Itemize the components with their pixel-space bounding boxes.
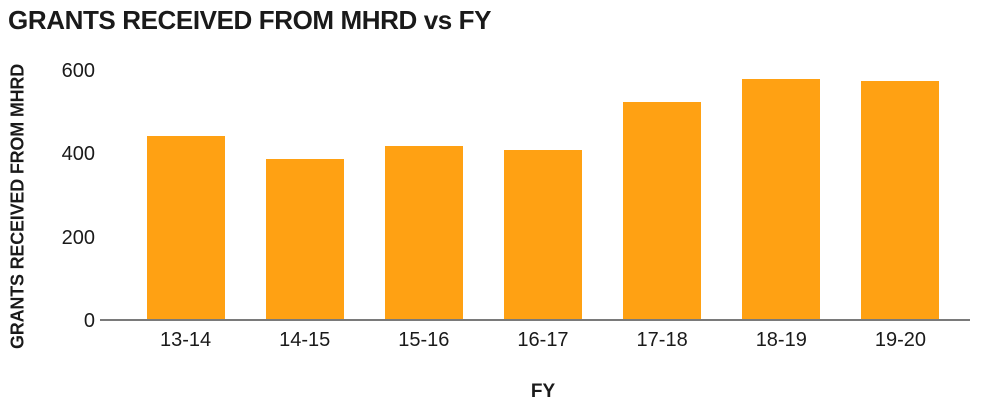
x-axis-title: FY: [530, 381, 556, 402]
bar-13-14: [146, 135, 225, 321]
x-tick-label: 17-18: [636, 329, 688, 351]
chart-title: GRANTS RECEIVED FROM MHRD vs FY: [8, 5, 492, 35]
bar-band: [603, 71, 722, 321]
x-axis-line: [100, 319, 970, 321]
x-axis-ticks: 13-14 14-15 15-16 16-17 17-18 18-19 19-20: [126, 329, 960, 351]
x-tick-label: 18-19: [755, 329, 807, 351]
bar-15-16: [384, 146, 463, 321]
bar-18-19: [742, 79, 821, 321]
bar-band: [126, 71, 245, 321]
bar-14-15: [265, 158, 344, 321]
bar-19-20: [861, 81, 940, 321]
x-tick-label: 13-14: [159, 329, 212, 351]
bar-band: [245, 71, 364, 321]
bar-band: [364, 71, 483, 321]
y-tick-label: 400: [61, 143, 95, 166]
bar-17-18: [623, 102, 702, 321]
x-tick-label: 19-20: [874, 329, 926, 351]
x-tick-label: 16-17: [517, 329, 569, 351]
x-tick-label: 14-15: [279, 329, 331, 351]
y-tick-label: 200: [61, 226, 95, 249]
bar-band: [841, 71, 960, 321]
y-axis-ticks: 0 200 400 600: [30, 60, 100, 332]
y-tick-label: 600: [61, 60, 95, 82]
bar-band: [722, 71, 841, 321]
plot-area: [126, 71, 960, 321]
x-tick-label: 15-16: [398, 329, 450, 351]
y-tick-label: 0: [83, 310, 95, 332]
bar-band: [483, 71, 602, 321]
bar-16-17: [503, 150, 582, 321]
